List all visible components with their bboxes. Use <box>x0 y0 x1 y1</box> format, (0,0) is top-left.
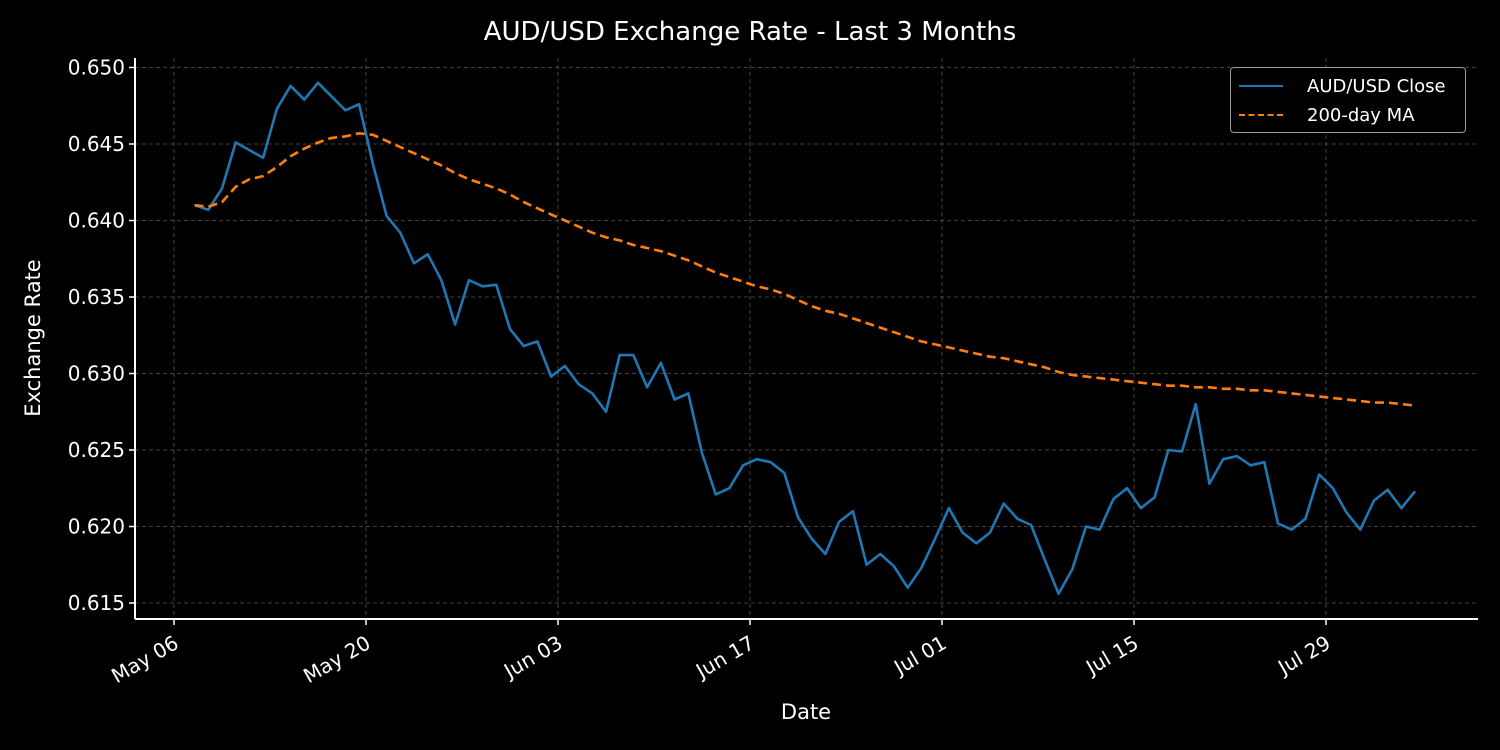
y-axis-label: Exchange Rate <box>21 259 45 417</box>
x-tick-label: Jul 29 <box>1272 631 1334 681</box>
dashed-line-icon <box>1239 114 1283 116</box>
x-tick-label: Jun 03 <box>498 631 566 684</box>
x-tick-label: May 20 <box>299 631 374 688</box>
grid-lines <box>135 58 1478 619</box>
legend-item-ma: 200-day MA <box>1239 102 1415 128</box>
y-tick-label: 0.640 <box>68 209 125 233</box>
y-tick-label: 0.625 <box>68 438 125 462</box>
moving-average-line <box>194 132 1416 407</box>
x-axis-label: Date <box>780 700 832 724</box>
x-tick-label: Jun 17 <box>690 631 758 684</box>
y-tick-label: 0.650 <box>68 56 125 80</box>
x-tick-label: Jul 01 <box>888 631 950 681</box>
close-price-line <box>194 81 1417 596</box>
chart-title: AUD/USD Exchange Rate - Last 3 Months <box>483 17 1017 47</box>
axes: 0.615 0.620 0.625 0.630 0.635 0.640 0.645 0.650… <box>68 56 1478 688</box>
solid-line-icon <box>1239 85 1283 87</box>
legend: AUD/USD Close 200-day MA <box>1230 67 1466 133</box>
legend-label: 200-day MA <box>1307 104 1415 126</box>
data-series <box>194 81 1417 596</box>
y-tick-label: 0.635 <box>68 285 125 309</box>
y-tick-label: 0.630 <box>68 362 125 386</box>
legend-label: AUD/USD Close <box>1307 75 1446 97</box>
y-tick-label: 0.645 <box>68 132 125 156</box>
legend-item-close: AUD/USD Close <box>1239 73 1446 99</box>
x-tick-label: May 06 <box>107 631 182 688</box>
x-tick-label: Jul 15 <box>1080 631 1142 681</box>
y-tick-label: 0.615 <box>68 591 125 615</box>
y-tick-label: 0.620 <box>68 515 125 539</box>
